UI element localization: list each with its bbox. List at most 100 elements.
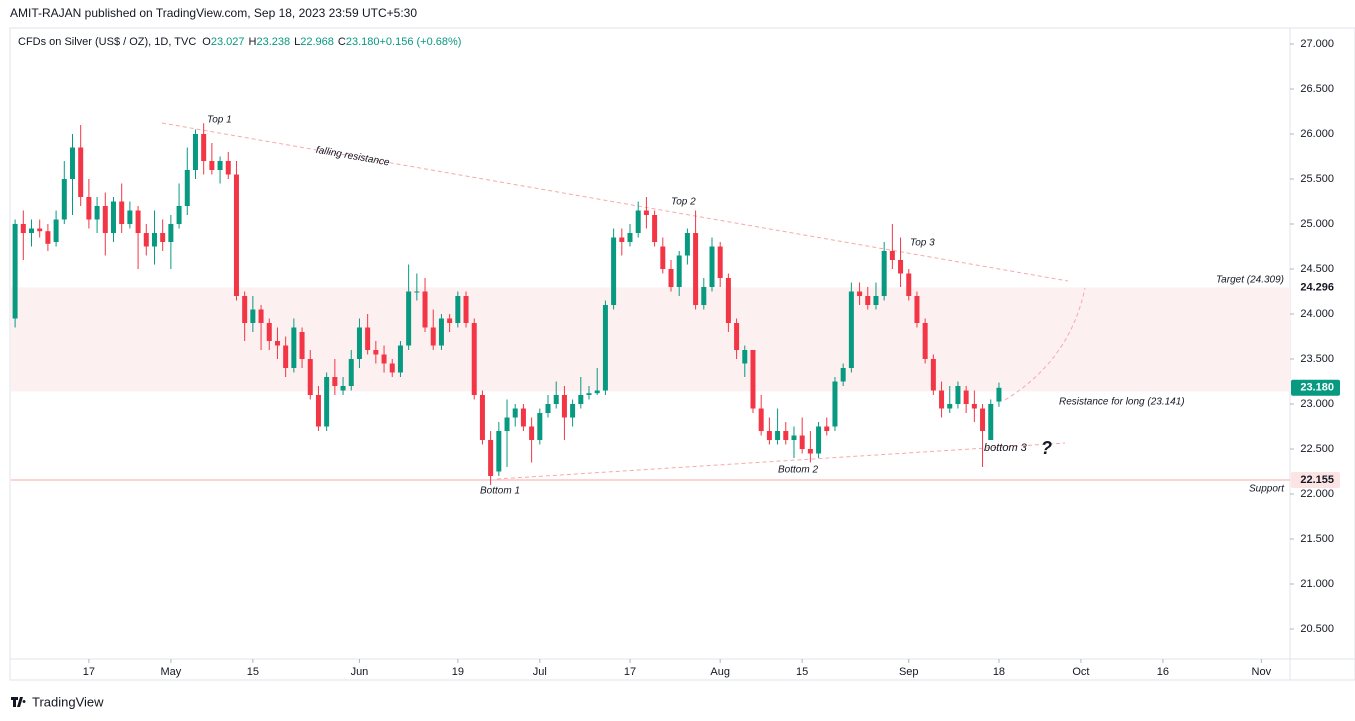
candle-body <box>955 386 961 404</box>
candle-body <box>381 354 387 364</box>
candle-body <box>611 237 617 305</box>
candle-body <box>873 296 879 305</box>
annotation: Top 1 <box>207 115 232 126</box>
candle-body <box>78 147 84 197</box>
candle-body <box>86 197 92 220</box>
candle-body <box>283 345 289 368</box>
annotation: ? <box>1041 438 1052 458</box>
candle-body <box>496 431 502 472</box>
candle-body <box>857 291 863 296</box>
annotation: Resistance for long (23.141) <box>1059 397 1185 408</box>
candle-body <box>520 408 526 427</box>
annotation: bottom 3 <box>984 442 1028 454</box>
candle-body <box>430 327 436 346</box>
candle-body <box>135 210 141 233</box>
x-tick-label: Oct <box>1072 666 1089 678</box>
candle-body <box>709 246 715 287</box>
candle-body <box>906 273 912 296</box>
y-tick-label: 25.500 <box>1300 173 1334 185</box>
candle-body <box>184 170 190 206</box>
candle-body <box>799 435 805 449</box>
candle-body <box>660 246 666 269</box>
candle-body <box>832 381 838 427</box>
candle-body <box>881 251 887 296</box>
candle-body <box>192 134 198 170</box>
candle-body <box>766 431 772 440</box>
candle-body <box>824 426 830 431</box>
candle-body <box>438 318 444 346</box>
legend-value: 23.027 <box>211 36 245 48</box>
candle-body <box>61 179 67 220</box>
candle-body <box>889 251 895 260</box>
candle-body <box>898 260 904 274</box>
candle-body <box>922 323 928 359</box>
legend-key: O <box>202 36 211 48</box>
candle-body <box>635 210 641 233</box>
legend-title: CFDs on Silver (US$ / OZ), 1D, TVC <box>18 36 196 48</box>
candle-body <box>684 233 690 256</box>
candle-body <box>627 233 633 242</box>
candle-body <box>807 449 813 454</box>
candle-body <box>69 147 75 179</box>
legend-value: +0.156 (+0.68%) <box>380 36 462 48</box>
candle-body <box>28 228 34 233</box>
price-tag <box>1291 472 1340 489</box>
annotation: falling resistance <box>315 145 391 169</box>
candle-body <box>947 404 953 409</box>
candle-body <box>119 201 125 224</box>
candle-body <box>397 345 403 373</box>
candle-body <box>53 219 59 242</box>
candle-body <box>602 305 608 391</box>
candle-body <box>110 201 116 233</box>
y-tick-label: 22.500 <box>1300 443 1334 455</box>
candle-body <box>930 359 936 391</box>
candle-body <box>233 174 239 296</box>
annotation: Top 3 <box>910 238 935 249</box>
candle-body <box>586 393 592 395</box>
candle-body <box>94 206 100 220</box>
candle-body <box>578 395 584 404</box>
candle-body <box>988 404 994 440</box>
legend-value: 23.238 <box>256 36 290 48</box>
candle-body <box>45 231 51 244</box>
annotation: Target (24.309) <box>1216 275 1284 286</box>
candle-body <box>176 206 182 224</box>
candle-body <box>996 387 1002 402</box>
candle-body <box>693 233 699 305</box>
candle-body <box>37 228 43 232</box>
candle-body <box>143 233 149 247</box>
candle-body <box>791 435 797 440</box>
candle-body <box>971 404 977 409</box>
annotation: Bottom 1 <box>480 486 520 497</box>
candle-body <box>676 255 682 287</box>
x-tick-label: 15 <box>796 666 808 678</box>
candle-body <box>12 224 18 319</box>
candle-body <box>512 408 518 418</box>
x-tick-label: 18 <box>993 666 1005 678</box>
y-tick-label: 23.500 <box>1300 353 1334 365</box>
x-tick-label: 16 <box>1157 666 1169 678</box>
candle-body <box>340 386 346 391</box>
candle-body <box>537 413 543 440</box>
candle-body <box>980 408 986 431</box>
rising-support-line <box>496 442 1066 480</box>
candle-body <box>250 309 256 323</box>
y-tick-label: 27.000 <box>1300 38 1334 50</box>
footer-text: TradingView <box>32 694 104 709</box>
candle-body <box>151 233 157 247</box>
candle-body <box>258 309 264 323</box>
candle-body <box>315 395 321 427</box>
x-tick-label: Jul <box>533 666 547 678</box>
annotation: Top 2 <box>671 197 696 208</box>
candle-body <box>266 323 272 341</box>
y-tick-label: 20.500 <box>1300 623 1334 635</box>
price-tag-label: 24.296 <box>1300 281 1334 293</box>
x-tick-label: 17 <box>83 666 95 678</box>
candle-body <box>742 350 748 364</box>
candle-body <box>348 359 354 386</box>
candle-body <box>102 206 108 233</box>
candle-body <box>701 287 707 305</box>
x-tick-label: May <box>160 666 181 678</box>
candle-body <box>389 363 395 373</box>
